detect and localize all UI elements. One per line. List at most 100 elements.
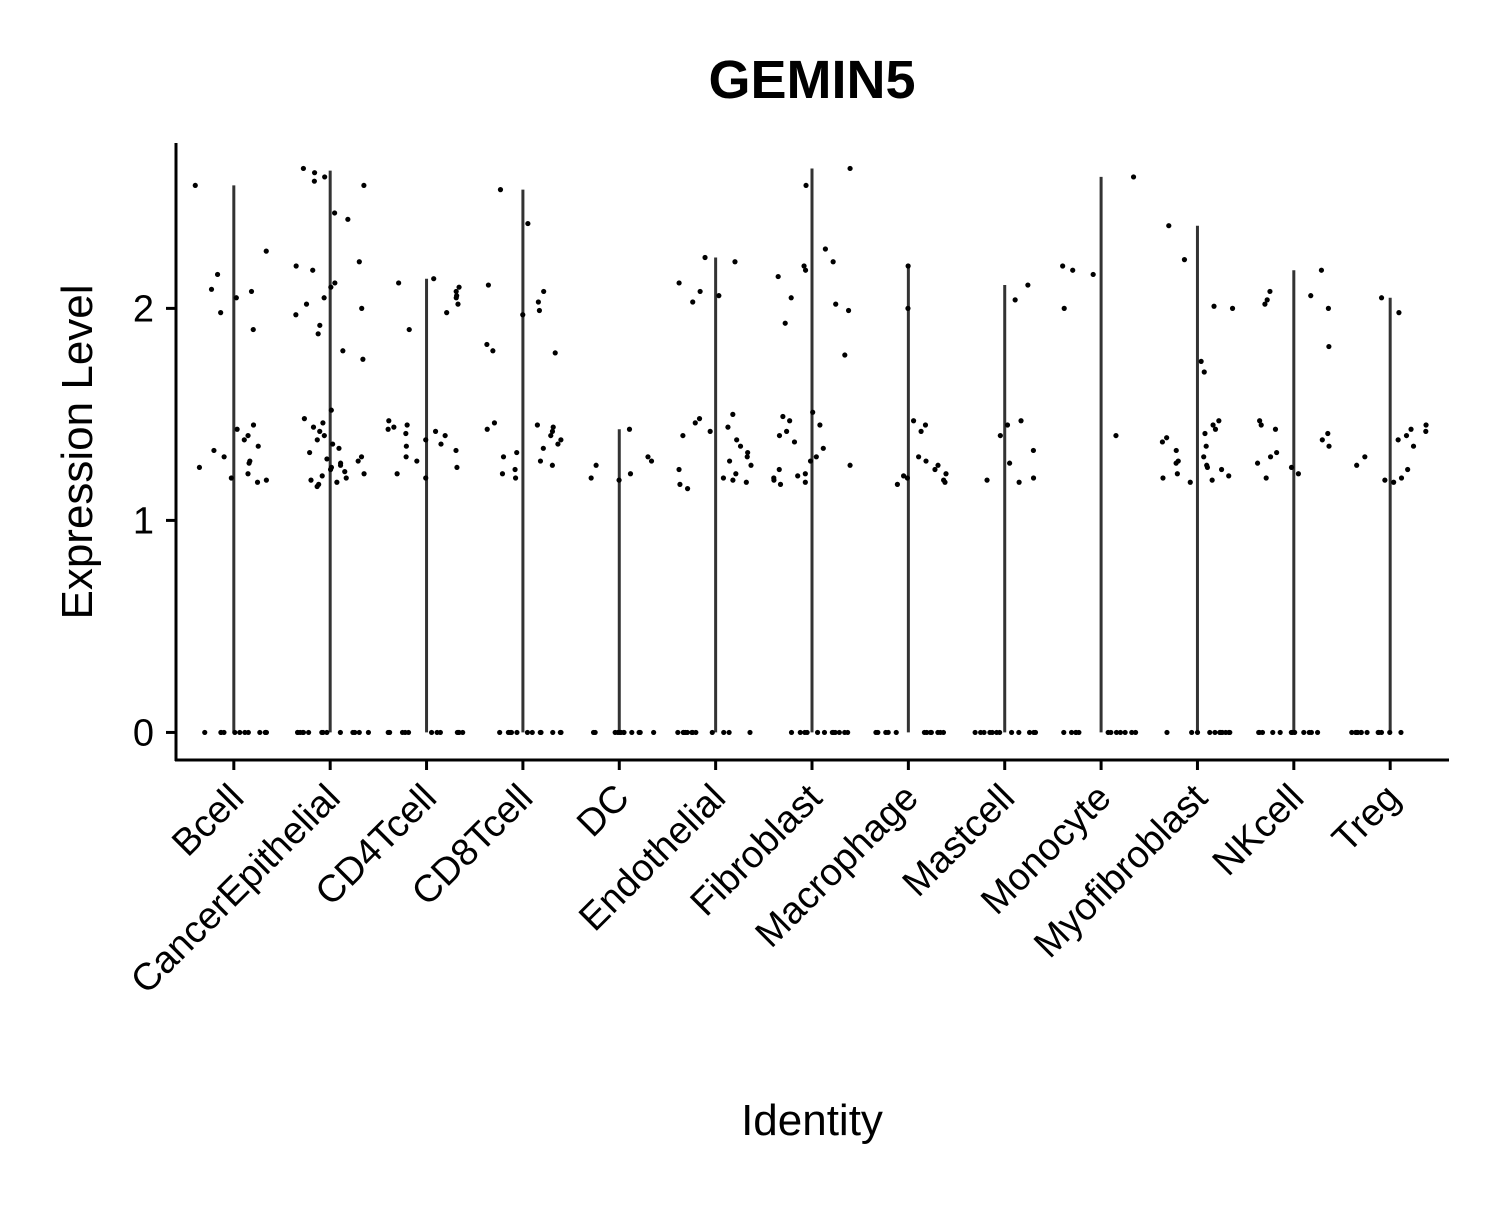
data-point [885,729,891,736]
data-point [807,458,814,464]
data-point [455,301,461,307]
data-point [725,424,731,430]
data-point [314,437,320,443]
data-point [616,477,622,483]
data-point [1061,305,1067,311]
data-point [460,729,466,736]
y-tick-label: 1 [133,500,154,542]
data-point [403,430,409,437]
data-point [1259,729,1266,736]
data-point [512,475,519,481]
data-point [1160,475,1166,481]
data-point [218,729,224,736]
data-point [802,479,808,485]
data-point [1396,310,1402,316]
data-point [1113,729,1120,736]
data-point [923,458,929,464]
data-point [359,305,365,311]
data-point [842,352,848,358]
data-point [928,729,934,736]
data-point [214,271,221,278]
data-point [355,458,361,464]
data-point [1382,477,1388,483]
data-point [311,170,318,176]
data-point [784,428,790,434]
data-point [300,165,306,172]
data-point [361,471,367,477]
data-point [1068,729,1075,736]
data-point [552,350,558,356]
x-axis-title: Identity [741,1096,883,1145]
data-point [343,475,349,481]
data-point [500,454,507,460]
data-point [540,445,546,451]
data-point [1164,729,1170,736]
data-point [314,483,320,490]
data-point [726,729,732,736]
data-point [391,424,397,430]
data-point [321,295,327,301]
data-point [310,267,316,273]
data-point [822,246,828,252]
data-point [680,432,686,439]
data-point [810,409,816,415]
data-point [263,477,269,483]
data-point [484,341,490,348]
data-point [1012,297,1018,303]
data-point [942,479,948,485]
data-point [520,312,526,318]
data-point [423,475,429,481]
data-point [1272,426,1279,432]
data-point [228,475,234,481]
data-point [684,486,691,492]
data-point [776,432,783,439]
data-point [1073,729,1079,736]
data-point [308,477,314,483]
data-point [525,220,531,227]
data-point [1016,729,1022,736]
data-point [748,462,754,468]
data-point [720,475,727,481]
data-point [234,426,240,432]
data-point [514,449,520,456]
data-point [645,454,651,460]
data-point [537,729,543,736]
data-point [208,286,215,292]
data-point [847,165,853,172]
data-point [1173,460,1179,466]
data-point [248,288,255,295]
data-point [250,422,257,428]
data-point [1301,729,1307,736]
data-point [1203,443,1209,449]
data-point [324,729,330,736]
data-point [1130,174,1137,180]
data-point [352,729,358,736]
data-point [1349,729,1355,736]
data-point [320,420,326,426]
data-point [1378,295,1385,301]
data-point [319,473,325,479]
data-point [330,441,336,447]
data-point [693,729,699,736]
data-point [932,466,938,473]
data-point [438,441,444,447]
data-point [1318,267,1325,273]
data-point [356,729,362,736]
data-point [1319,437,1325,443]
chart-title: GEMIN5 [708,50,915,110]
data-point [1004,422,1011,428]
data-point [1031,729,1037,736]
data-point [690,299,696,305]
data-point [403,454,409,460]
data-point [245,432,251,439]
data-point [423,437,429,443]
data-point [833,301,839,307]
y-tick-label: 2 [133,288,154,330]
data-point [1254,460,1261,466]
x-tick-label: Myofibroblast [1026,776,1216,966]
data-point [1132,729,1139,736]
data-point [937,729,943,736]
data-point [549,462,555,468]
data-point [780,413,786,420]
data-point [1159,439,1166,445]
